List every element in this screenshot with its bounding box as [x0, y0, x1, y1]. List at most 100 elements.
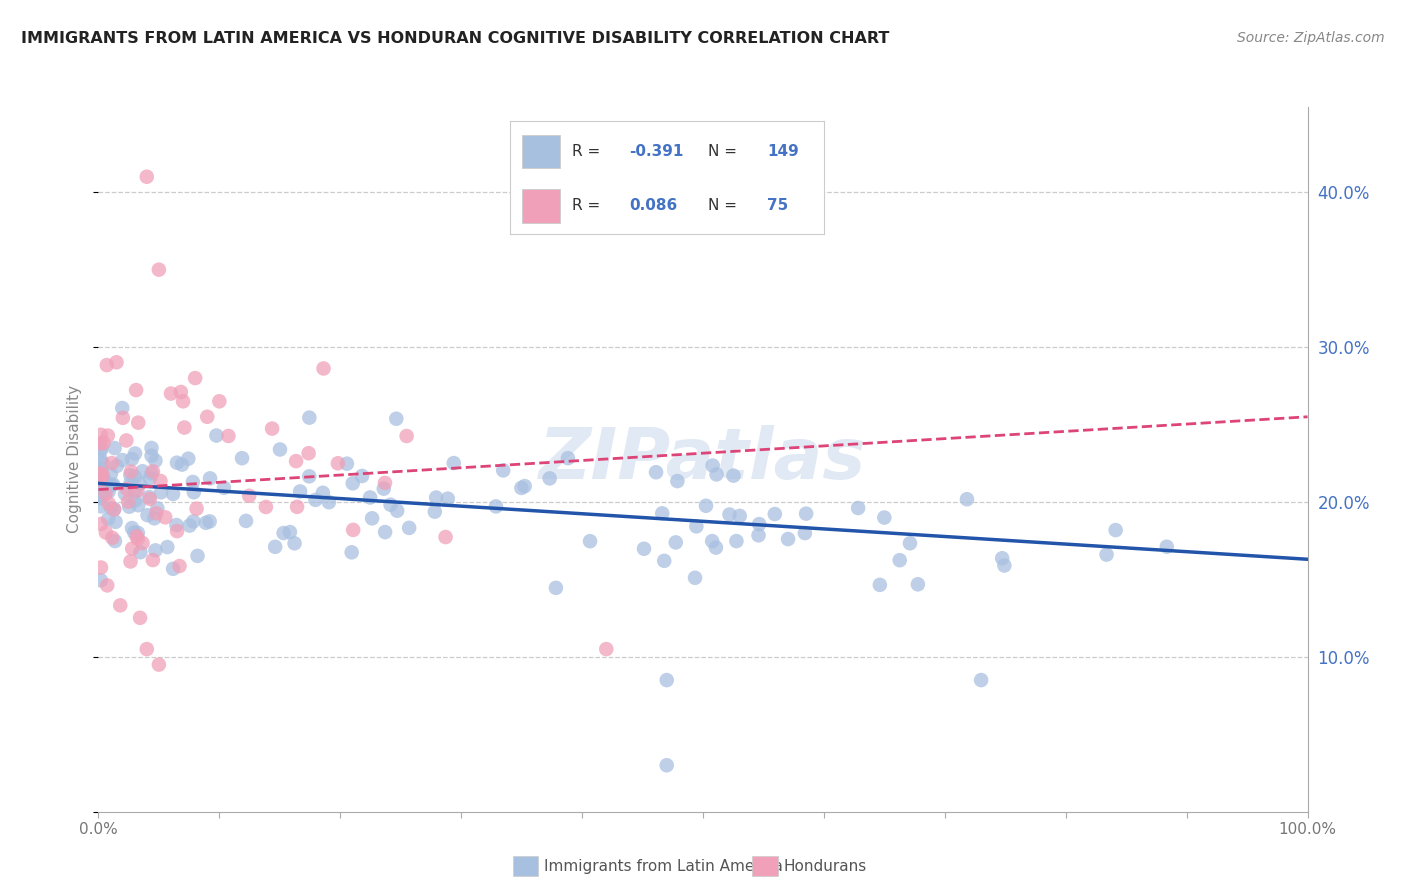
Point: [380, 498, 402, 512]
Point: [104, 515, 127, 529]
Point: [90, 467, 112, 481]
Point: [285, 500, 308, 514]
Point: [434, 530, 457, 544]
Point: [145, 453, 167, 467]
Point: [184, 371, 207, 385]
Point: [127, 416, 149, 430]
Point: [873, 510, 896, 524]
Y-axis label: Cognitive Disability: Cognitive Disability: [67, 385, 83, 533]
Point: [90, 467, 112, 481]
Point: [91, 468, 114, 483]
Point: [1104, 523, 1126, 537]
Point: [278, 525, 301, 540]
Point: [111, 401, 134, 415]
Point: [340, 545, 363, 559]
Point: [993, 558, 1015, 573]
Point: [898, 536, 921, 550]
Point: [122, 525, 145, 540]
Point: [111, 410, 134, 425]
Point: [198, 471, 221, 485]
Point: [125, 529, 148, 543]
Point: [156, 540, 179, 554]
Point: [285, 454, 308, 468]
Point: [342, 476, 364, 491]
Point: [93, 472, 115, 486]
Point: [655, 673, 678, 687]
Point: [166, 524, 188, 538]
Point: [97, 428, 120, 442]
Point: [235, 514, 257, 528]
Point: [544, 581, 567, 595]
Point: [150, 485, 173, 500]
Point: [179, 518, 201, 533]
Point: [90, 443, 112, 458]
Point: [127, 498, 149, 512]
Point: [141, 449, 163, 463]
Point: [145, 543, 167, 558]
Point: [443, 456, 465, 470]
Point: [170, 384, 193, 399]
Point: [195, 409, 218, 424]
Point: [666, 474, 689, 488]
Point: [141, 467, 163, 481]
Point: [763, 507, 786, 521]
Point: [90, 488, 112, 502]
Point: [359, 491, 381, 505]
Point: [90, 484, 112, 499]
Point: [155, 510, 177, 524]
Point: [103, 477, 125, 491]
Point: [1095, 548, 1118, 562]
Point: [105, 355, 128, 369]
Point: [485, 500, 508, 514]
Point: [304, 492, 326, 507]
Point: [115, 434, 138, 448]
Point: [139, 491, 162, 506]
Point: [143, 511, 166, 525]
Point: [198, 515, 221, 529]
Point: [94, 525, 117, 540]
Point: [90, 491, 112, 506]
Point: [183, 485, 205, 500]
Point: [538, 471, 561, 485]
Point: [702, 458, 724, 473]
Point: [183, 515, 205, 529]
Point: [120, 468, 142, 483]
Text: Source: ZipAtlas.com: Source: ZipAtlas.com: [1237, 31, 1385, 45]
Point: [702, 534, 724, 549]
Point: [127, 525, 149, 540]
Point: [90, 491, 112, 505]
Point: [231, 451, 253, 466]
Point: [97, 512, 120, 526]
Point: [595, 642, 617, 657]
Point: [166, 456, 188, 470]
Point: [118, 500, 141, 514]
Point: [94, 487, 117, 501]
Point: [748, 517, 770, 532]
Point: [148, 657, 170, 672]
Point: [170, 458, 193, 472]
Point: [342, 523, 364, 537]
Point: [90, 436, 112, 450]
Point: [723, 468, 745, 483]
Point: [101, 531, 124, 545]
Point: [1156, 540, 1178, 554]
Point: [124, 470, 146, 484]
Point: [633, 541, 655, 556]
Point: [869, 578, 891, 592]
Point: [288, 484, 311, 499]
Point: [146, 501, 169, 516]
Point: [124, 484, 146, 499]
Point: [148, 262, 170, 277]
Point: [776, 532, 799, 546]
Point: [846, 500, 869, 515]
Point: [907, 577, 929, 591]
Point: [655, 758, 678, 772]
Point: [423, 505, 446, 519]
Point: [212, 481, 235, 495]
Point: [169, 559, 191, 574]
Point: [298, 469, 321, 483]
Point: [111, 453, 134, 467]
Point: [105, 458, 128, 473]
Point: [208, 394, 231, 409]
Point: [186, 549, 208, 563]
